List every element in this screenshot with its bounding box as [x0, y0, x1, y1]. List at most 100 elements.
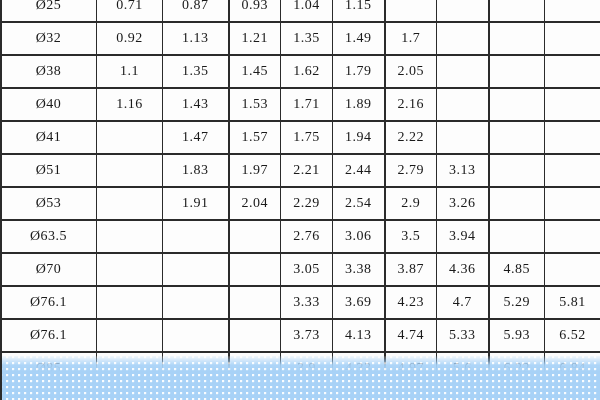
data-cell[interactable]: 6.22: [487, 351, 545, 386]
data-cell[interactable]: [96, 318, 163, 353]
data-cell[interactable]: [96, 351, 163, 386]
data-cell[interactable]: 3.26: [436, 186, 489, 221]
table-row[interactable]: Ø32 0.92 1.13 1.21 1.35 1.49 1.7: [0, 21, 600, 56]
data-cell[interactable]: [96, 252, 163, 287]
data-cell[interactable]: 1.45: [227, 54, 281, 89]
row-size-label[interactable]: Ø63.5: [0, 219, 97, 254]
data-cell[interactable]: [487, 186, 545, 221]
data-cell[interactable]: [487, 87, 545, 122]
data-cell[interactable]: 4.74: [383, 318, 437, 353]
data-cell[interactable]: 1.53: [227, 87, 281, 122]
table-row[interactable]: Ø70 3.05 3.38 3.87 4.36 4.85: [0, 252, 600, 287]
data-cell[interactable]: 1.35: [162, 54, 229, 89]
data-cell[interactable]: 1.57: [227, 120, 281, 155]
data-cell[interactable]: [227, 252, 281, 287]
table-row[interactable]: Ø85 3.9 4.33 4.97 5.6 6.22 6.84: [0, 351, 600, 386]
data-cell[interactable]: [227, 351, 281, 386]
data-cell[interactable]: [162, 219, 229, 254]
data-cell[interactable]: 6.84: [544, 351, 600, 386]
row-size-label[interactable]: Ø53: [0, 186, 97, 221]
data-cell[interactable]: [487, 0, 545, 23]
data-cell[interactable]: [436, 54, 489, 89]
row-size-label[interactable]: Ø76.1: [0, 285, 97, 320]
data-cell[interactable]: [162, 318, 229, 353]
data-cell[interactable]: 4.33: [332, 351, 385, 386]
data-cell[interactable]: 2.16: [383, 87, 437, 122]
data-cell[interactable]: [487, 219, 545, 254]
data-cell[interactable]: [487, 54, 545, 89]
row-size-label[interactable]: Ø41: [0, 120, 97, 155]
data-cell[interactable]: 5.6: [436, 351, 489, 386]
data-cell[interactable]: 0.71: [96, 0, 163, 23]
data-cell[interactable]: [487, 153, 545, 188]
data-cell[interactable]: 1.62: [280, 54, 333, 89]
data-cell[interactable]: 2.76: [280, 219, 333, 254]
data-cell[interactable]: [227, 318, 281, 353]
table-row[interactable]: Ø40 1.16 1.43 1.53 1.71 1.89 2.16: [0, 87, 600, 122]
data-cell[interactable]: 1.1: [96, 54, 163, 89]
data-cell[interactable]: 1.89: [332, 87, 385, 122]
data-cell[interactable]: 3.73: [280, 318, 333, 353]
data-cell[interactable]: 1.13: [162, 21, 229, 56]
table-row[interactable]: Ø76.1 3.73 4.13 4.74 5.33 5.93 6.52: [0, 318, 600, 353]
data-cell[interactable]: 3.69: [332, 285, 385, 320]
data-cell[interactable]: [436, 0, 489, 23]
data-cell[interactable]: 1.35: [280, 21, 333, 56]
data-cell[interactable]: 3.05: [280, 252, 333, 287]
data-cell[interactable]: [544, 186, 600, 221]
data-cell[interactable]: [487, 120, 545, 155]
data-cell[interactable]: 3.5: [383, 219, 437, 254]
table-row[interactable]: Ø63.5 2.76 3.06 3.5 3.94: [0, 219, 600, 254]
table-row[interactable]: Ø51 1.83 1.97 2.21 2.44 2.79 3.13: [0, 153, 600, 188]
table-row[interactable]: Ø53 1.91 2.04 2.29 2.54 2.9 3.26: [0, 186, 600, 221]
data-cell[interactable]: [544, 252, 600, 287]
row-size-label[interactable]: Ø70: [0, 252, 97, 287]
data-cell[interactable]: 1.79: [332, 54, 385, 89]
data-cell[interactable]: 4.13: [332, 318, 385, 353]
data-cell[interactable]: [544, 21, 600, 56]
data-cell[interactable]: 4.97: [383, 351, 437, 386]
data-cell[interactable]: 1.04: [280, 0, 333, 23]
data-cell[interactable]: 1.49: [332, 21, 385, 56]
data-cell[interactable]: [96, 285, 163, 320]
data-cell[interactable]: 3.38: [332, 252, 385, 287]
table-row[interactable]: Ø25 0.71 0.87 0.93 1.04 1.15: [0, 0, 600, 23]
data-cell[interactable]: 5.93: [487, 318, 545, 353]
data-cell[interactable]: [544, 87, 600, 122]
data-cell[interactable]: 4.36: [436, 252, 489, 287]
data-cell[interactable]: [227, 219, 281, 254]
data-cell[interactable]: 3.06: [332, 219, 385, 254]
data-cell[interactable]: [544, 219, 600, 254]
data-cell[interactable]: 1.83: [162, 153, 229, 188]
data-cell[interactable]: 5.33: [436, 318, 489, 353]
row-size-label[interactable]: Ø40: [0, 87, 97, 122]
table-row[interactable]: Ø41 1.47 1.57 1.75 1.94 2.22: [0, 120, 600, 155]
data-cell[interactable]: [436, 87, 489, 122]
data-cell[interactable]: 1.15: [332, 0, 385, 23]
row-size-label[interactable]: Ø76.1: [0, 318, 97, 353]
data-cell[interactable]: [96, 120, 163, 155]
data-cell[interactable]: 2.54: [332, 186, 385, 221]
data-cell[interactable]: [227, 285, 281, 320]
data-cell[interactable]: 2.29: [280, 186, 333, 221]
data-cell[interactable]: 1.97: [227, 153, 281, 188]
data-cell[interactable]: 3.87: [383, 252, 437, 287]
table-scroll-container[interactable]: Ø25 0.71 0.87 0.93 1.04 1.15 Ø32 0.92 1.13 1.21 1.…: [0, 0, 600, 386]
data-cell[interactable]: 1.47: [162, 120, 229, 155]
data-cell[interactable]: [544, 153, 600, 188]
data-cell[interactable]: 1.16: [96, 87, 163, 122]
data-cell[interactable]: 1.7: [383, 21, 437, 56]
data-cell[interactable]: [436, 21, 489, 56]
data-cell[interactable]: 1.71: [280, 87, 333, 122]
data-cell[interactable]: 0.87: [162, 0, 229, 23]
data-cell[interactable]: 2.04: [227, 186, 281, 221]
data-cell[interactable]: [544, 120, 600, 155]
data-cell[interactable]: 0.93: [227, 0, 281, 23]
data-cell[interactable]: 2.9: [383, 186, 437, 221]
data-cell[interactable]: 4.7: [436, 285, 489, 320]
data-cell[interactable]: [96, 153, 163, 188]
data-cell[interactable]: 3.13: [436, 153, 489, 188]
data-cell[interactable]: 2.44: [332, 153, 385, 188]
table-row[interactable]: Ø76.1 3.33 3.69 4.23 4.7 5.29 5.81: [0, 285, 600, 320]
data-cell[interactable]: 2.21: [280, 153, 333, 188]
